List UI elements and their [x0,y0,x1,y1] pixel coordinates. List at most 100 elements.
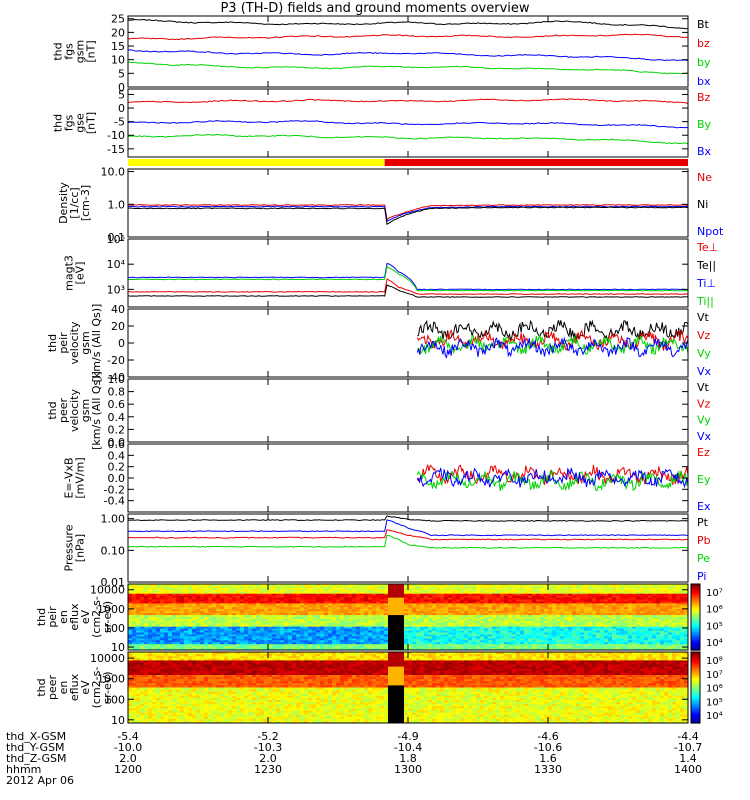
spectrogram-cell [212,615,217,618]
spectrogram-cell [184,613,189,616]
spectrogram-cell [200,607,205,610]
spectrogram-cell [284,626,289,630]
spectrogram-cell [244,609,249,612]
spectrogram-cell [184,607,189,610]
spectrogram-cell [192,593,197,597]
spectrogram-cell [628,609,633,612]
spectrogram-cell [408,584,413,587]
spectrogram-cell [224,640,229,643]
spectrogram-cell [220,634,225,637]
spectrogram-cell [436,597,441,601]
ylabel-line: peir [57,332,70,354]
spectrogram-cell [508,607,513,610]
spectrogram-cell [272,595,277,599]
spectrogram-cell [320,613,325,616]
spectrogram-cell [132,591,137,595]
spectrogram-cell [552,603,557,606]
spectrogram-cell [420,617,425,620]
spectrogram-cell [344,632,349,635]
spectrogram-cell [588,630,593,634]
spectrogram-cell [552,626,557,630]
spectrogram-cell [580,617,585,620]
spectrogram-cell [536,613,541,616]
spectrogram-cell [272,646,277,649]
spectrogram-cell [412,634,417,637]
spectrogram-cell [628,591,633,595]
spectrogram-cell [400,634,405,637]
spectrogram-cell [228,615,233,618]
spectrogram-cell [144,591,149,595]
spectrogram-cell [520,591,525,595]
spectrogram-cell [512,628,517,632]
spectrogram-cell [164,632,169,635]
spectrogram-cell [160,642,165,645]
spectrogram-cell [448,593,453,597]
spectrogram-cell [520,609,525,612]
spectrogram-cell [508,611,513,614]
spectrogram-cell [268,642,273,645]
spectrogram-cell [176,584,181,587]
spectrogram-cell [156,587,161,591]
spectrogram-cell [520,603,525,606]
spectrogram-cell [156,605,161,608]
spectrogram-cell [252,630,257,634]
spectrogram-cell [460,636,465,639]
spectrogram-cell [492,634,497,637]
spectrogram-cell [492,648,497,650]
spectrogram-cell [636,648,641,650]
spectrogram-cell [296,593,301,597]
spectrogram-cell [272,603,277,606]
spectrogram-cell [152,597,157,601]
spectrogram-cell [144,638,149,641]
spectrogram-cell [160,634,165,637]
spectrogram-cell [588,634,593,637]
spectrogram-cell [620,597,625,601]
spectrogram-cell [160,648,165,650]
spectrogram-cell [548,607,553,610]
spectrogram-cell [440,644,445,647]
spectrogram-cell [256,609,261,612]
spectrogram-cell [572,626,577,630]
spectrogram-cell [228,636,233,639]
spectrogram-cell [308,595,313,599]
spectrogram-cell [236,587,241,591]
spectrogram-cell [612,591,617,595]
spectrogram-cell [352,605,357,608]
spectrogram-cell [156,642,161,645]
spectrogram-cell [164,622,169,626]
spectrogram-cell [672,609,677,612]
spectrogram-cell [436,618,441,622]
spectrogram-cell [644,620,649,624]
legend-By: By [697,118,712,131]
spectrogram-cell [180,617,185,620]
spectrogram-cell [252,609,257,612]
spectrogram-cell [244,644,249,647]
spectrogram-cell [216,597,221,601]
spectrogram-cell [152,591,157,595]
spectrogram-cell [584,607,589,610]
spectrogram-cell [496,595,501,599]
spectrogram-cell [620,642,625,645]
spectrogram-cell [632,584,637,587]
spectrogram-cell [416,632,421,635]
spectrogram-cell [412,593,417,597]
spectrogram-cell [224,609,229,612]
spectrogram-cell [592,584,597,587]
spectrogram-cell [356,618,361,622]
spectrogram-cell [460,601,465,604]
spectrogram-cell [468,624,473,628]
spectrogram-cell [448,642,453,645]
spectrogram-cell [632,603,637,606]
spectrogram-cell [164,644,169,647]
spectrogram-cell [252,618,257,622]
spectrogram-cell [580,644,585,647]
spectrogram-cell [200,620,205,624]
spectrogram-cell [476,593,481,597]
spectrogram-cell [636,644,641,647]
spectrogram-cell [468,620,473,624]
spectrogram-cell [480,584,485,587]
spectrogram-cell [628,638,633,641]
spectrogram-cell [636,605,641,608]
spectrogram-cell [496,611,501,614]
spectrogram-cell [336,640,341,643]
